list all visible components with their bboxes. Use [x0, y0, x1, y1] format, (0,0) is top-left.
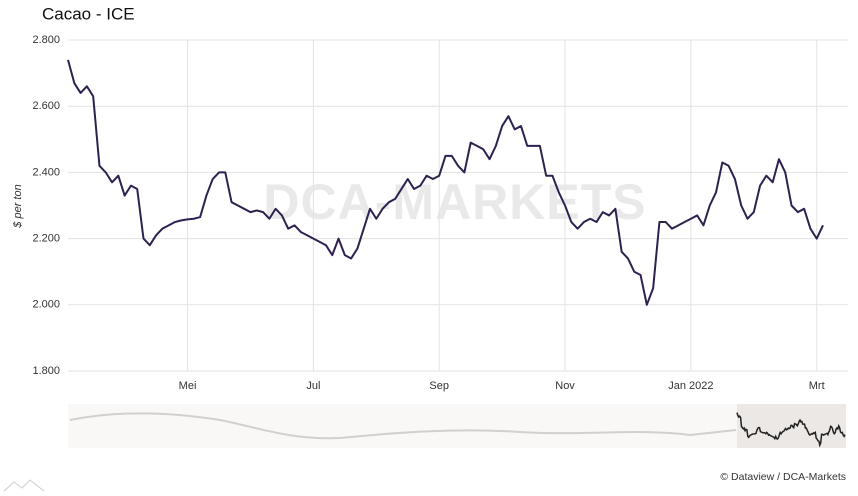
price-line	[67, 59, 824, 306]
y-tick-label: 2.400	[32, 166, 60, 178]
navigator-history	[69, 412, 737, 440]
navigator-line	[736, 412, 846, 448]
x-tick-label: Mei	[179, 380, 197, 392]
chart-title: Cacao - ICE	[42, 4, 135, 23]
y-axis-label: $ per ton	[12, 184, 24, 228]
x-tick-label: Jul	[306, 380, 320, 392]
x-tick-label: Mrt	[809, 380, 825, 392]
y-tick-label: 2.000	[32, 299, 60, 311]
y-tick-label: 2.600	[32, 100, 60, 112]
y-tick-label: 1.800	[32, 365, 60, 377]
logo	[3, 479, 45, 492]
watermark: DCA-MARKETS	[263, 174, 646, 230]
navigator	[68, 404, 846, 448]
y-tick-label: 2.200	[32, 233, 60, 245]
y-tick-label: 2.800	[32, 34, 60, 46]
x-tick-label: Sep	[429, 380, 449, 392]
x-tick-label: Nov	[555, 380, 575, 392]
credit: © Dataview / DCA-Markets	[720, 471, 846, 483]
x-tick-label: Jan 2022	[668, 380, 713, 392]
